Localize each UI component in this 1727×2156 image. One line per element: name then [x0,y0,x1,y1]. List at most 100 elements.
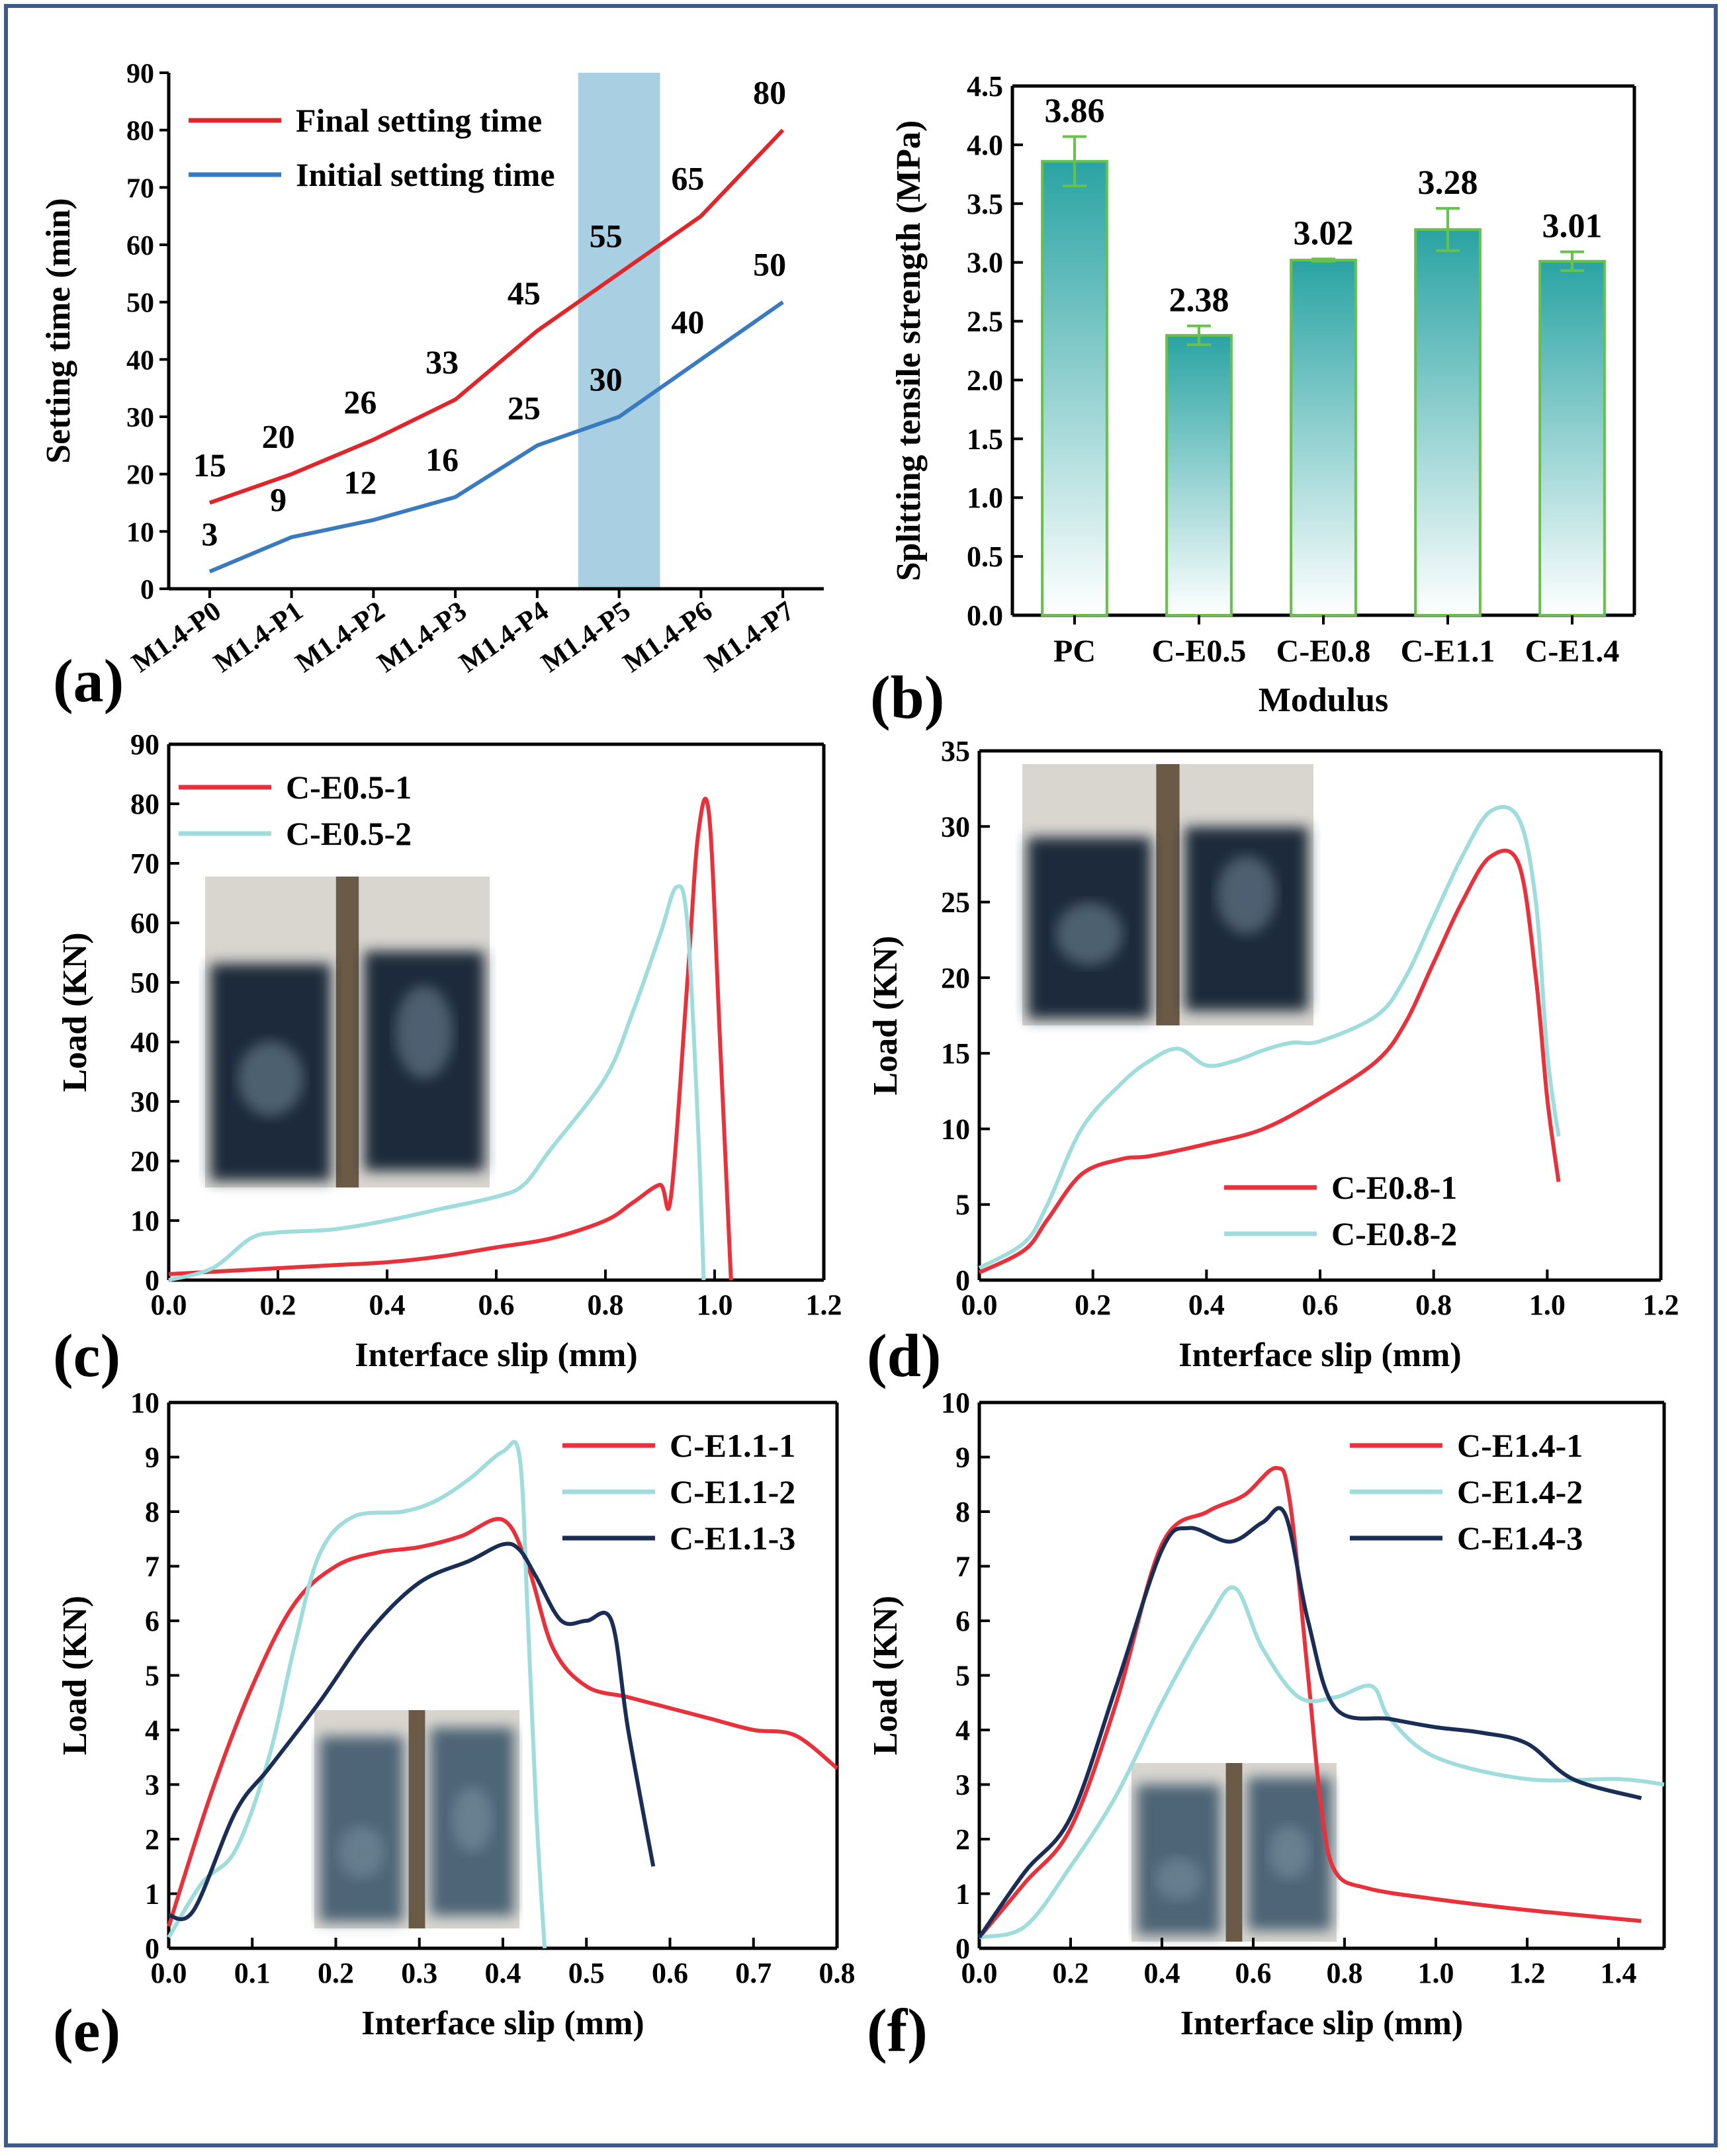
chart-e-xtick-label: 0.0 [151,1957,187,1989]
chart-c-xtick-label: 0.0 [151,1289,187,1321]
chart-f-series-line [979,1585,1665,1940]
chart-a-data-label: 16 [425,441,459,478]
chart-d-ytick-label: 30 [941,810,970,843]
chart-a-data-label: 26 [343,384,376,421]
chart-a-data-label: 55 [590,217,623,254]
chart-a-ytick-label: 50 [126,288,154,319]
chart-c-xtick-label: 0.6 [478,1289,515,1321]
chart-f-xtick-label: 0.6 [1235,1957,1272,1989]
chart-e-ytick-label: 7 [145,1551,159,1583]
chart-a-ytick-label: 90 [126,59,154,89]
chart-b-xlabel: Modulus [1259,681,1389,719]
chart-b-ytick-label: 2.5 [967,306,1003,338]
chart-d-xtick-label: 0.6 [1302,1289,1339,1321]
chart-f-panel-label: (f) [867,1997,928,2064]
chart-b-ytick-label: 3.5 [967,188,1003,220]
chart-f-xtick-label: 1.0 [1418,1957,1454,1989]
chart-f-ytick-label: 5 [955,1660,970,1692]
chart-c-photo-spot-right [395,985,453,1079]
chart-d-legend-label: C-E0.8-2 [1331,1215,1457,1252]
chart-f-legend-label: C-E1.4-1 [1457,1427,1583,1464]
chart-b-ytick-label: 2.0 [967,364,1003,396]
chart-a-data-label: 65 [671,160,704,197]
chart-e-xtick-label: 0.8 [819,1957,856,1989]
chart-e-xtick-label: 0.6 [652,1957,688,1989]
chart-d-xtick-label: 1.0 [1529,1289,1566,1321]
chart-b-bar [1165,333,1233,617]
chart-f-series-line [977,1466,1642,1939]
chart-f-inset-photo [1131,1763,1337,1942]
chart-d-ytick-label: 25 [941,886,970,919]
chart-d-xtick-label: 0.8 [1415,1289,1452,1321]
chart-a-data-label: 20 [262,418,295,455]
chart-e-panel-label: (e) [53,1997,120,2064]
chart-e-ytick-label: 6 [145,1605,159,1637]
chart-e-ytick-label: 3 [145,1769,159,1801]
chart-f-ytick-label: 7 [955,1551,970,1583]
chart-f-ytick-label: 10 [941,1387,970,1419]
chart-f-series-line [977,1506,1642,1939]
chart-b-xtick-label: PC [1053,634,1096,669]
chart-a-ytick-label: 80 [126,116,154,147]
chart-a-ylabel: Setting time (min) [40,198,77,463]
chart-c-xlabel: Interface slip (mm) [355,1336,637,1374]
chart-a-data-label: 33 [425,343,459,380]
chart-c-photo-spot-left [238,1041,304,1116]
chart-a-ytick-label: 0 [140,575,154,605]
chart-c-photo-gap [335,877,359,1187]
chart-c-series-line [168,797,733,1281]
chart-e-photo-spot-right [451,1786,494,1852]
chart-e-xlabel: Interface slip (mm) [361,2005,644,2042]
chart-c-ytick-label: 60 [130,907,159,939]
chart-e-xtick-label: 0.5 [568,1957,605,1989]
chart-f-legend-label: C-E1.4-2 [1457,1473,1583,1510]
chart-a-data-label: 45 [508,275,541,312]
chart-c-inset-photo [205,877,490,1187]
chart-f-ytick-label: 0 [955,1932,970,1965]
chart-a-data-label: 3 [201,515,218,552]
chart-a-ytick-label: 20 [126,460,154,491]
chart-b-data-label: 2.38 [1169,282,1229,320]
chart-f-xtick-label: 0.4 [1144,1957,1180,1989]
chart-e-ytick-label: 1 [145,1878,159,1911]
chart-b-ytick-label: 1.0 [967,482,1003,514]
chart-a-series-line [208,128,785,505]
chart-a-data-label: 80 [753,74,786,111]
chart-f-ytick-label: 6 [955,1605,970,1637]
chart-f-ytick-label: 8 [955,1496,970,1528]
chart-e-ytick-label: 10 [130,1387,159,1419]
chart-e-ylabel: Load (KN) [56,1596,94,1755]
chart-b-data-label: 3.01 [1542,208,1603,245]
chart-b-ytick-label: 3.0 [967,247,1003,279]
chart-c-ytick-label: 50 [130,967,159,999]
chart-f-ytick-label: 1 [955,1878,970,1911]
chart-e-ytick-label: 9 [145,1442,159,1474]
chart-b-ytick-label: 1.5 [967,423,1003,455]
chart-b-xtick-label: C-E1.4 [1525,634,1620,669]
chart-d-ytick-label: 10 [941,1113,970,1145]
chart-e-ytick-label: 5 [145,1660,159,1692]
chart-d-photo-spot-right [1217,855,1276,934]
chart-d-series-line [978,804,1561,1270]
chart-b-bar [1041,159,1108,617]
chart-f-ytick-label: 2 [955,1823,970,1856]
chart-e-series-line [167,1440,547,1949]
chart-f-xtick-label: 0.0 [961,1957,998,1989]
chart-e-photo-gap [408,1710,425,1928]
chart-d-ytick-label: 0 [955,1264,970,1297]
chart-d-xtick-label: 0.0 [961,1289,998,1321]
chart-a-data-label: 30 [590,361,623,398]
chart-e-xtick-label: 0.2 [318,1957,354,1989]
chart-b-ytick-label: 0.0 [967,599,1003,632]
chart-a-legend-label: Initial setting time [296,156,555,193]
chart-f-ylabel: Load (KN) [867,1596,905,1755]
chart-f-ytick-label: 3 [955,1769,970,1801]
chart-b-ytick-label: 0.5 [967,540,1003,573]
chart-c-ylabel: Load (KN) [56,932,94,1092]
chart-e-ytick-label: 2 [145,1823,159,1856]
chart-d-ytick-label: 15 [941,1037,970,1070]
chart-a-panel-label: (a) [53,647,124,714]
